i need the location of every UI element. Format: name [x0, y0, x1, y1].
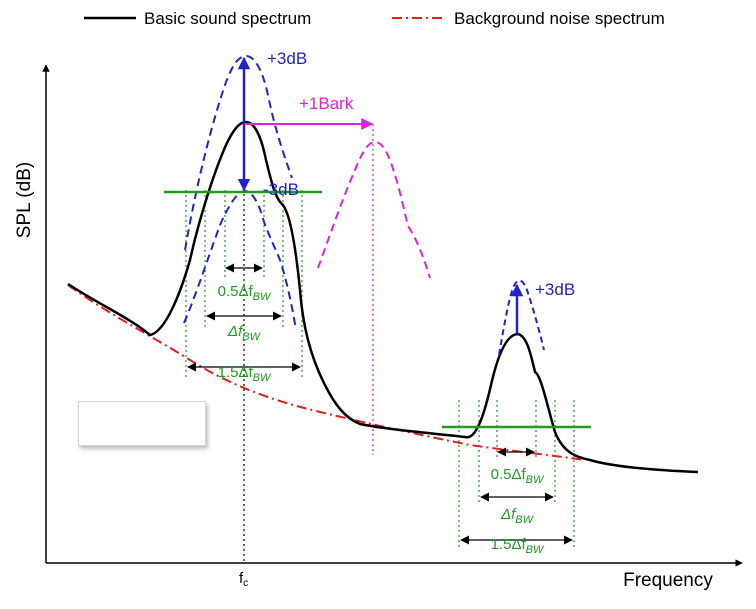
peak1-half-bw-label: 0.5ΔfBW — [218, 283, 272, 303]
peak1-plus3db-label: +3dB — [267, 49, 307, 68]
peak2-bandwidth-guides — [458, 400, 575, 550]
empty-text-box — [78, 401, 206, 446]
x-axis-label: Frequency — [623, 570, 713, 591]
minus3db-label: -3dB — [263, 180, 299, 199]
peak1-upper-shifted-curve — [184, 54, 293, 251]
legend-basic-label: Basic sound spectrum — [144, 9, 311, 28]
peak2-upper-shifted-curve — [498, 279, 545, 356]
peak1-lower-shifted-curve — [183, 189, 297, 331]
peak2-half-bw-label: 0.5ΔfBW — [491, 466, 545, 486]
peak2-full-bw-label: ΔfBW — [500, 506, 535, 526]
peak2-plus3db-label: +3dB — [535, 280, 575, 299]
peak1-full-bw-label: ΔfBW — [227, 323, 262, 343]
legend-noise-label: Background noise spectrum — [454, 9, 665, 28]
basic-spectrum-curve — [67, 120, 699, 474]
noise-spectrum-curve — [67, 284, 586, 461]
peak2-onehalf-bw-label: 1.5ΔfBW — [491, 536, 545, 556]
bark-shifted-curve — [317, 140, 431, 279]
fc-tick-label: fc — [239, 570, 248, 589]
peak1-bandwidth-guides — [185, 190, 303, 380]
plus1bark-label: +1Bark — [299, 94, 354, 113]
peak1-onehalf-bw-label: 1.5ΔfBW — [218, 364, 272, 384]
y-axis-label: SPL (dB) — [14, 162, 35, 238]
